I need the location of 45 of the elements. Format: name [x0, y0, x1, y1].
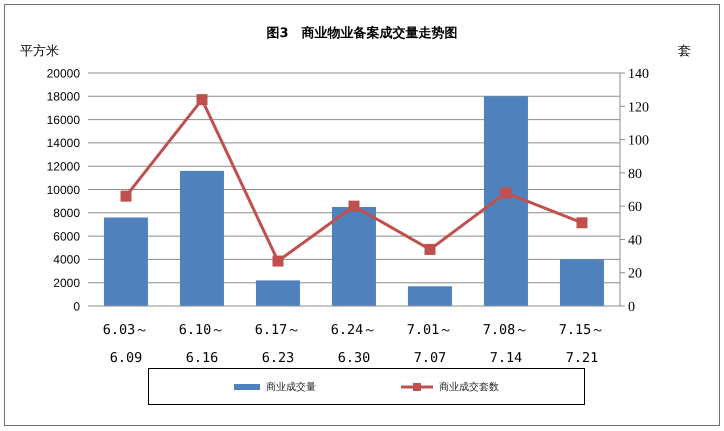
x-tick-label: 6.24～ 6.30	[330, 322, 378, 366]
y-tick-label: 18000	[46, 90, 80, 104]
y2-tick-label: 80	[628, 166, 642, 182]
bar	[104, 217, 148, 306]
y-tick-label: 2000	[53, 276, 80, 290]
bar	[484, 96, 528, 306]
x-tick-label: 7.15～ 7.21	[558, 322, 606, 366]
x-tick-label: 6.03～ 6.09	[102, 322, 150, 366]
chart-title: 图3 商业物业备案成交量走势图	[265, 24, 459, 42]
point	[576, 217, 588, 228]
y-tick-label: 12000	[46, 159, 80, 174]
x-tick-label: 6.10～ 6.16	[178, 322, 226, 366]
bar	[180, 170, 224, 306]
bar	[408, 286, 452, 306]
y-tick-label: 14000	[46, 136, 80, 150]
y-axis-title: 平方米	[20, 43, 59, 60]
y-tick-label: 8000	[53, 206, 80, 220]
bar	[256, 280, 300, 306]
y-tick-label: 4000	[53, 252, 80, 267]
point	[424, 244, 436, 255]
bar	[560, 259, 604, 306]
legend-label: 商业成交量	[266, 380, 316, 394]
y2-tick-label: 40	[628, 233, 642, 248]
y-tick-label: 6000	[53, 229, 80, 244]
point	[120, 190, 132, 202]
point	[348, 200, 360, 212]
y2-tick-label: 120	[628, 100, 649, 116]
x-tick-label: 7.01～ 7.07	[406, 322, 454, 366]
point	[196, 94, 208, 106]
y-tick-label: 20000	[46, 66, 80, 80]
point	[500, 187, 512, 198]
y-tick-label: 10000	[46, 182, 80, 197]
x-tick-label: 7.08～ 7.14	[482, 322, 530, 366]
y2-tick-label: 140	[628, 66, 649, 82]
x-tick-label: 6.17～ 6.23	[254, 322, 302, 366]
legend-label: 商业成交套数	[439, 380, 499, 394]
y-tick-label: 16000	[46, 112, 80, 127]
bar	[332, 206, 376, 306]
y2-tick-label: 0	[628, 300, 635, 315]
y2-tick-label: 100	[628, 134, 649, 149]
point	[272, 256, 284, 267]
y-tick-label: 0	[73, 299, 80, 314]
y2-tick-label: 20	[628, 266, 642, 282]
y2-tick-label: 60	[628, 200, 642, 216]
y2-axis-title: 套	[678, 43, 691, 60]
